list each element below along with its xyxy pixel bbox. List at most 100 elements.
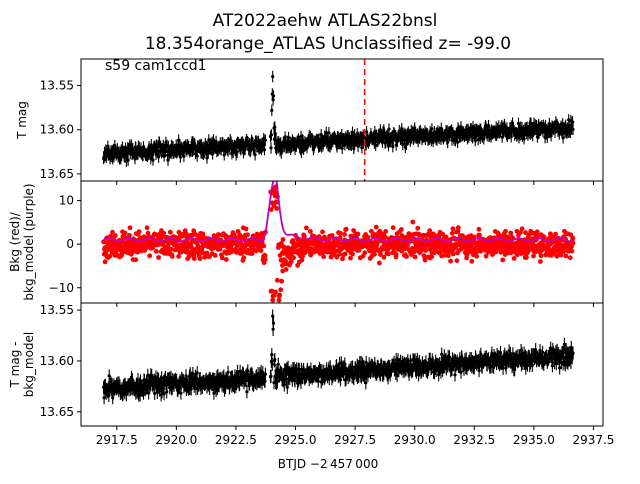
data-point xyxy=(277,363,280,366)
data-point xyxy=(570,236,575,241)
y-tick-label: 13.55 xyxy=(40,79,74,93)
data-point xyxy=(469,259,474,264)
data-point xyxy=(487,124,490,127)
data-point xyxy=(127,233,132,238)
data-point xyxy=(386,252,391,257)
data-point xyxy=(394,252,399,257)
data-point xyxy=(128,225,133,230)
data-point xyxy=(539,253,544,258)
data-point xyxy=(245,232,250,237)
data-point xyxy=(278,304,283,309)
data-point xyxy=(570,249,575,254)
data-point xyxy=(410,220,415,225)
data-point xyxy=(108,254,113,259)
data-point xyxy=(227,371,230,374)
y-tick-label: 13.65 xyxy=(40,167,74,181)
data-point xyxy=(163,392,166,395)
data-point xyxy=(430,127,433,130)
y-axis-label-line: T mag xyxy=(15,101,29,140)
data-point xyxy=(451,226,456,231)
data-point xyxy=(169,247,174,252)
data-point xyxy=(264,373,267,376)
data-point xyxy=(145,225,150,230)
data-point xyxy=(287,136,290,139)
data-point xyxy=(286,386,289,389)
data-point xyxy=(401,143,404,146)
data-point xyxy=(245,390,248,393)
data-point xyxy=(377,261,382,266)
data-point xyxy=(273,290,278,295)
data-point xyxy=(372,252,377,257)
data-point xyxy=(404,254,409,259)
data-point xyxy=(383,229,388,234)
data-point xyxy=(270,133,273,136)
plot-area-tmag_minus_bkg xyxy=(102,310,575,405)
plot-area-bkg xyxy=(101,170,575,314)
chart-title-line2: 18.354orange_ATLAS Unclassified z= -99.0 xyxy=(145,34,511,54)
y-tick-label: −10 xyxy=(49,281,74,295)
y-tick-label: 0 xyxy=(66,237,74,251)
data-point xyxy=(103,396,106,399)
y-axis-label-tmag: T mag xyxy=(15,101,29,140)
data-point xyxy=(538,259,543,264)
data-point xyxy=(244,227,249,232)
panel-tmag: 13.55 13.60 13.65 T mag s59 cam1ccd1 xyxy=(15,58,603,185)
data-point xyxy=(520,226,525,231)
data-point xyxy=(387,128,390,131)
data-point xyxy=(340,361,343,364)
data-point xyxy=(339,378,342,381)
data-point xyxy=(289,259,294,264)
data-point xyxy=(304,226,309,231)
data-point xyxy=(308,229,313,234)
data-point xyxy=(568,255,573,260)
data-point xyxy=(275,278,280,283)
data-point xyxy=(270,109,273,112)
data-point xyxy=(281,237,286,242)
data-point xyxy=(348,256,353,261)
data-point xyxy=(137,229,142,234)
data-point xyxy=(133,257,138,262)
series-tmag-0 xyxy=(102,71,575,167)
data-point xyxy=(278,287,283,292)
series-tmag_minus_bkg-0 xyxy=(102,310,575,405)
data-point xyxy=(273,358,276,361)
data-point xyxy=(113,233,118,238)
data-point xyxy=(456,141,459,144)
data-point xyxy=(276,310,281,315)
data-point xyxy=(151,159,154,162)
data-point xyxy=(500,258,505,263)
data-point xyxy=(564,254,569,259)
data-point xyxy=(269,146,272,149)
data-point xyxy=(196,371,199,374)
data-point xyxy=(279,279,284,284)
data-point xyxy=(271,363,274,366)
data-point xyxy=(103,259,108,264)
data-point xyxy=(456,225,461,230)
data-point xyxy=(212,392,215,395)
data-point xyxy=(123,231,128,236)
data-point xyxy=(374,144,377,147)
data-point xyxy=(274,206,279,211)
y-axis-label-line: Bkg (red)/ xyxy=(8,211,22,272)
data-point xyxy=(263,257,268,262)
data-point xyxy=(571,128,574,131)
panel-annotation: s59 cam1ccd1 xyxy=(105,58,207,74)
data-point xyxy=(503,229,508,234)
y-tick-label: 13.60 xyxy=(40,123,74,137)
data-point xyxy=(108,374,111,377)
data-point xyxy=(448,259,453,264)
data-point xyxy=(192,256,197,261)
data-point xyxy=(241,255,246,260)
data-point xyxy=(391,225,396,230)
data-point xyxy=(450,231,455,236)
data-point xyxy=(168,230,173,235)
data-point xyxy=(264,139,267,142)
data-point xyxy=(269,375,272,378)
data-point xyxy=(272,94,275,97)
data-point xyxy=(182,155,185,158)
data-point xyxy=(399,227,404,232)
data-point xyxy=(553,232,558,237)
data-point xyxy=(224,257,229,262)
chart-title-line1: AT2022aehw ATLAS22bnsl xyxy=(213,11,438,31)
